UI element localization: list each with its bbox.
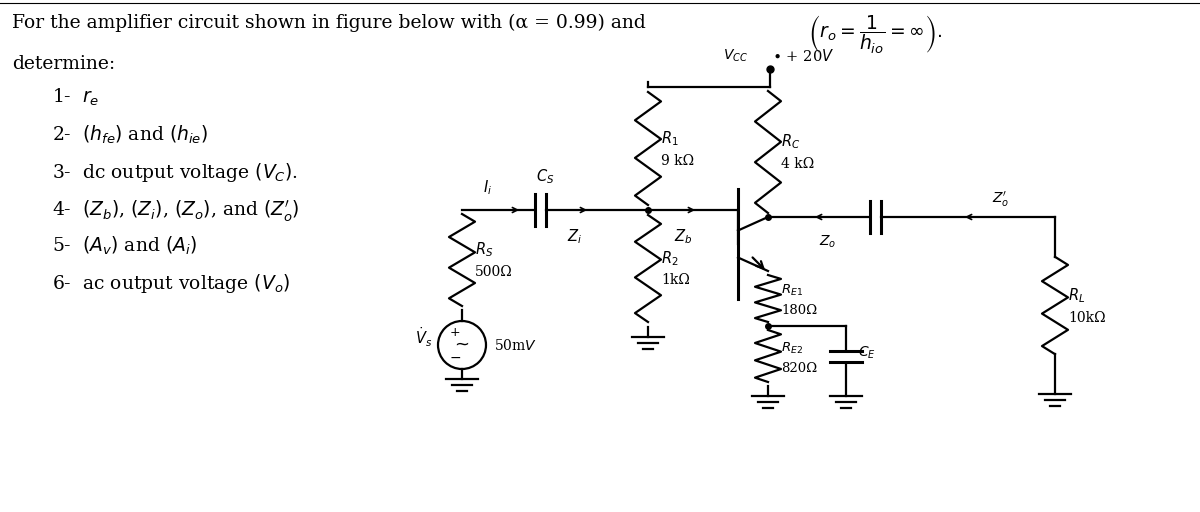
Text: $R_S$: $R_S$ <box>475 241 493 260</box>
Text: $Z_b$: $Z_b$ <box>674 227 692 246</box>
Text: −: − <box>449 351 461 365</box>
Text: $\dot{V}_s$: $\dot{V}_s$ <box>415 325 432 349</box>
Text: 1-  $r_e$: 1- $r_e$ <box>52 87 100 109</box>
Text: 5-  $(A_v)$ and $(A_i)$: 5- $(A_v)$ and $(A_i)$ <box>52 235 197 258</box>
Text: $Z_i$: $Z_i$ <box>568 227 582 246</box>
Text: For the amplifier circuit shown in figure below with (α = 0.99) and: For the amplifier circuit shown in figur… <box>12 14 652 32</box>
Text: $C_E$: $C_E$ <box>858 345 876 361</box>
Text: 500Ω: 500Ω <box>475 265 512 279</box>
Text: $R_1$: $R_1$ <box>661 129 679 148</box>
Text: 2-  $(h_{fe})$ and $(h_{ie})$: 2- $(h_{fe})$ and $(h_{ie})$ <box>52 124 209 146</box>
Text: determine:: determine: <box>12 55 115 73</box>
Text: ~: ~ <box>455 336 469 354</box>
Text: 9 kΩ: 9 kΩ <box>661 154 694 167</box>
Text: $R_C$: $R_C$ <box>781 133 800 152</box>
Text: $R_2$: $R_2$ <box>661 249 678 268</box>
Text: 4-  $(Z_b)$, $(Z_i)$, $(Z_o)$, and $(Z_o^{\prime})$: 4- $(Z_b)$, $(Z_i)$, $(Z_o)$, and $(Z_o^… <box>52 198 300 224</box>
Text: 50m$V$: 50m$V$ <box>494 337 538 352</box>
Text: +: + <box>450 326 461 339</box>
Text: 4 kΩ: 4 kΩ <box>781 157 815 171</box>
Text: $I_i$: $I_i$ <box>482 178 492 197</box>
Text: 1kΩ: 1kΩ <box>661 273 690 288</box>
Text: $R_{E1}$: $R_{E1}$ <box>781 283 803 298</box>
Text: 820Ω: 820Ω <box>781 361 817 374</box>
Text: 180Ω: 180Ω <box>781 304 817 317</box>
Text: $\left(r_o = \dfrac{1}{h_{io}} = \infty\right).$: $\left(r_o = \dfrac{1}{h_{io}} = \infty\… <box>808 14 942 56</box>
Text: 3-  dc output voltage $(V_C)$.: 3- dc output voltage $(V_C)$. <box>52 161 298 184</box>
Text: $\bullet$ + 20$V$: $\bullet$ + 20$V$ <box>772 48 834 64</box>
Text: $R_{E2}$: $R_{E2}$ <box>781 340 803 355</box>
Text: $Z_o^{\prime}$: $Z_o^{\prime}$ <box>992 190 1009 209</box>
Text: $V_{CC}$: $V_{CC}$ <box>722 48 748 64</box>
Text: $C_S$: $C_S$ <box>536 167 554 186</box>
Text: 6-  ac output voltage $(V_o)$: 6- ac output voltage $(V_o)$ <box>52 272 290 295</box>
Text: $Z_o$: $Z_o$ <box>820 234 836 250</box>
Text: 10kΩ: 10kΩ <box>1068 310 1105 325</box>
Text: $R_L$: $R_L$ <box>1068 286 1085 305</box>
